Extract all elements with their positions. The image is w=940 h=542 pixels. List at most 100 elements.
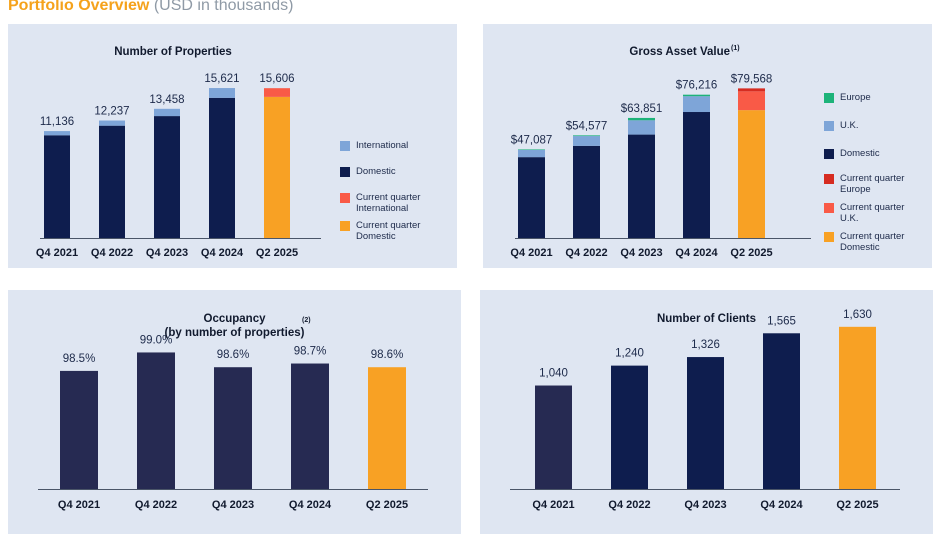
legend-label: International [356, 140, 409, 151]
data-label: 98.7% [294, 346, 327, 358]
bar-current-quarter-europe-4 [738, 88, 765, 92]
properties-title-text: Number of Properties [114, 46, 232, 58]
page-title: Portfolio Overview (USD in thousands) [8, 0, 293, 15]
gav-footnote: (1) [731, 45, 740, 52]
x-tick-label: Q4 2024 [289, 499, 332, 511]
bar-2 [214, 367, 252, 489]
bar-2 [687, 357, 724, 489]
data-label: 1,565 [767, 315, 796, 327]
bar-domestic-3 [209, 97, 235, 238]
data-label: 98.6% [371, 349, 404, 361]
legend-swatch [824, 149, 834, 159]
legend-swatch [824, 232, 834, 242]
x-tick-label: Q4 2022 [565, 247, 607, 259]
bar-domestic-2 [628, 134, 655, 238]
x-tick-label: Q4 2021 [36, 247, 78, 259]
bar-europe-0 [518, 149, 545, 150]
x-tick-label: Q4 2023 [212, 499, 254, 511]
gav-chart-panel: Gross Asset Value(1) $47,087 Q4 2021 $54,5… [483, 24, 932, 268]
bar-domestic-1 [573, 145, 600, 238]
x-tick-label: Q4 2021 [532, 499, 574, 511]
bar-4 [368, 367, 406, 489]
legend-label: Domestic [356, 166, 396, 177]
data-label-total: $63,851 [621, 103, 663, 115]
data-label-total: 15,621 [204, 73, 239, 85]
data-label: 1,630 [843, 309, 872, 321]
bar-international-3 [209, 88, 235, 98]
legend-swatch [340, 221, 350, 231]
bar-4 [839, 326, 876, 489]
data-label-total: 13,458 [149, 94, 184, 106]
bar-domestic-3 [683, 112, 710, 238]
x-tick-label: Q2 2025 [730, 247, 772, 259]
legend-swatch [824, 93, 834, 103]
occupancy-chart-panel: Occupancy (by number of properties) (2) … [8, 290, 461, 534]
legend-label: Current quarter Domestic [840, 231, 905, 253]
data-label-total: $79,568 [731, 73, 773, 85]
bar-u-k--2 [628, 120, 655, 135]
bar-0 [535, 385, 572, 489]
x-tick-label: Q4 2023 [620, 247, 662, 259]
properties-chart-title: Number of Properties [8, 45, 338, 59]
legend-swatch [340, 167, 350, 177]
page-title-units: (USD in thousands) [153, 0, 294, 14]
data-label: 99.0% [140, 334, 173, 346]
x-tick-label: Q2 2025 [256, 247, 298, 259]
data-label: 1,040 [539, 368, 568, 380]
legend-label: Europe [840, 92, 871, 103]
legend-swatch [340, 141, 350, 151]
bar-3 [763, 333, 800, 489]
gav-title-text: Gross Asset Value [629, 46, 730, 58]
legend-label: Current quarter International [356, 192, 421, 214]
bar-0 [60, 370, 98, 489]
data-label: 1,240 [615, 348, 644, 360]
bar-international-2 [154, 108, 180, 117]
legend-label: U.K. [840, 120, 859, 131]
bar-3 [291, 363, 329, 489]
bar-europe-2 [628, 117, 655, 121]
x-tick-label: Q2 2025 [836, 499, 878, 511]
occupancy-chart-title: Occupancy (by number of properties) [8, 312, 461, 340]
bar-u-k--0 [518, 149, 545, 158]
x-tick-label: Q4 2024 [201, 247, 244, 259]
x-tick-label: Q4 2023 [146, 247, 188, 259]
x-tick-label: Q4 2024 [675, 247, 718, 259]
data-label: 98.6% [217, 349, 250, 361]
bar-domestic-0 [44, 135, 70, 238]
bar-europe-1 [573, 135, 600, 137]
legend-swatch [824, 203, 834, 213]
data-label: 98.5% [63, 353, 96, 365]
bar-1 [137, 352, 175, 489]
occupancy-chart: 98.5% Q4 2021 99.0% Q4 2022 98.6% Q4 2023 98.7… [38, 334, 428, 511]
x-tick-label: Q4 2021 [58, 499, 100, 511]
properties-chart-panel: Number of Properties 11,136 Q4 2021 12,237… [8, 24, 457, 268]
data-label-total: 12,237 [94, 106, 129, 118]
clients-title-text: Number of Clients [656, 313, 757, 325]
bar-international-1 [99, 120, 125, 126]
x-tick-label: Q4 2023 [684, 499, 726, 511]
data-label-total: 11,136 [40, 116, 74, 128]
gav-chart-title: Gross Asset Value(1) [523, 45, 846, 59]
bar-domestic-0 [518, 157, 545, 238]
clients-chart: 1,040 Q4 2021 1,240 Q4 2022 1,326 Q4 2023 1,56… [510, 309, 900, 511]
x-tick-label: Q4 2022 [91, 247, 133, 259]
legend-swatch [824, 174, 834, 184]
legend-label: Domestic [840, 148, 880, 159]
x-tick-label: Q4 2024 [760, 499, 803, 511]
bar-current-quarter-domestic-4 [264, 96, 290, 238]
occupancy-title-line2-text: (by number of properties) [164, 327, 305, 339]
page-title-main: Portfolio Overview [8, 0, 150, 14]
bar-international-0 [44, 131, 70, 136]
data-label-total: $47,087 [511, 134, 553, 146]
clients-chart-title: Number of Clients [480, 312, 933, 326]
occupancy-footnote: (2) [302, 317, 311, 324]
occupancy-title-line1: Occupancy [203, 313, 266, 325]
bar-1 [611, 365, 648, 489]
bar-current-quarter-domestic-4 [738, 110, 765, 238]
legend-swatch [340, 193, 350, 203]
x-tick-label: Q4 2022 [608, 499, 650, 511]
x-tick-label: Q4 2022 [135, 499, 177, 511]
bar-domestic-2 [154, 116, 180, 238]
bar-domestic-1 [99, 125, 125, 238]
bar-u-k--1 [573, 136, 600, 146]
